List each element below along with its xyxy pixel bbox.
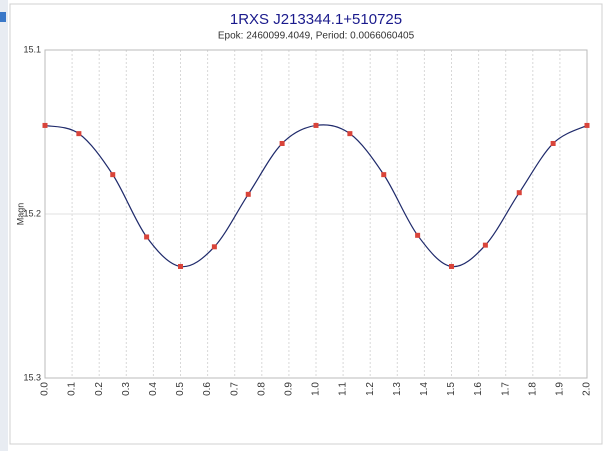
chart-title: 1RXS J213344.1+510725 — [230, 11, 402, 28]
data-point — [415, 232, 421, 238]
x-tick-label: 0.8 — [256, 382, 267, 396]
side-panel — [0, 0, 8, 451]
x-tick-label: 0.4 — [148, 382, 159, 396]
x-tick-label: 0.6 — [202, 382, 213, 396]
data-point — [584, 122, 590, 128]
side-tab — [0, 12, 6, 22]
x-tick-label: 1.9 — [555, 382, 566, 396]
data-point — [381, 172, 387, 178]
data-point — [42, 122, 48, 128]
data-point — [347, 131, 353, 137]
x-tick-label: 1.4 — [419, 382, 430, 396]
y-tick-label: 15.1 — [23, 44, 41, 54]
x-tick-label: 0.3 — [121, 382, 132, 396]
data-point — [516, 190, 522, 196]
data-point — [245, 191, 251, 197]
x-tick-label: 1.7 — [500, 382, 511, 396]
data-point — [211, 244, 217, 250]
x-tick-label: 0.9 — [284, 382, 295, 396]
data-point — [279, 140, 285, 146]
data-point — [449, 263, 454, 269]
x-tick-label: 2.0 — [582, 382, 593, 396]
y-tick-label: 15.2 — [23, 208, 41, 218]
data-point — [550, 140, 556, 146]
data-point — [482, 242, 488, 248]
data-point — [313, 122, 319, 128]
y-axis-label: Magn — [15, 203, 25, 226]
x-tick-label: 1.6 — [473, 382, 484, 396]
x-tick-label: 0.0 — [40, 382, 51, 396]
x-tick-label: 0.2 — [94, 382, 105, 396]
data-point — [110, 172, 116, 178]
y-tick-label: 15.3 — [23, 372, 41, 382]
x-tick-label: 1.0 — [311, 382, 322, 396]
data-point — [76, 131, 82, 137]
x-tick-label: 0.7 — [229, 382, 240, 396]
plot-border — [44, 49, 588, 379]
x-tick-label: 1.3 — [392, 382, 403, 396]
x-tick-label: 1.1 — [338, 382, 349, 396]
x-tick-label: 1.8 — [527, 382, 538, 396]
data-point — [178, 263, 183, 269]
data-point — [144, 234, 150, 240]
x-tick-label: 0.1 — [67, 382, 78, 396]
chart-frame — [9, 3, 603, 445]
x-tick-label: 0.5 — [175, 382, 186, 396]
chart-subtitle: Epok: 2460099.4049, Period: 0.0066060405 — [218, 31, 415, 42]
x-tick-label: 1.2 — [365, 382, 376, 396]
x-tick-label: 1.5 — [446, 382, 457, 396]
